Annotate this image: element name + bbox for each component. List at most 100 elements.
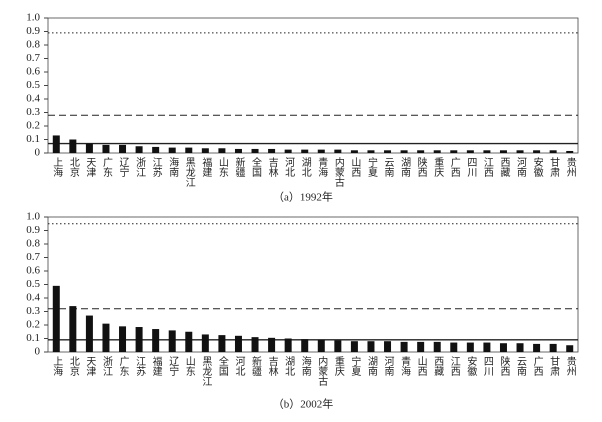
bar — [417, 341, 425, 352]
bar — [301, 339, 309, 352]
bar — [483, 342, 491, 352]
bar — [268, 148, 276, 153]
y-tick-label: 0.8 — [26, 39, 40, 51]
x-tick-label: 黑龙江 — [183, 157, 195, 187]
x-tick-label: 山东 — [183, 356, 195, 376]
bar — [52, 135, 60, 153]
bar — [185, 147, 193, 153]
chart-title: （b）2002年 — [273, 397, 334, 411]
bar — [533, 343, 541, 352]
y-tick-label: 0.6 — [26, 66, 40, 78]
x-tick-label: 河南 — [515, 157, 527, 177]
bar — [234, 148, 242, 153]
y-tick-label: 0.9 — [26, 224, 40, 236]
x-tick-label: 内蒙古 — [316, 355, 328, 387]
bar — [234, 335, 242, 352]
bar — [549, 343, 557, 352]
x-tick-label: 重庆 — [432, 156, 444, 178]
bar — [218, 148, 226, 153]
y-tick-label: 0.7 — [26, 52, 40, 64]
x-tick-label: 黑龙江 — [200, 356, 212, 386]
bar — [218, 335, 226, 352]
bar — [384, 150, 392, 153]
bar — [350, 341, 358, 352]
bar — [102, 144, 110, 153]
x-tick-label: 海南 — [167, 156, 179, 177]
bar — [201, 148, 209, 153]
x-tick-label: 新疆 — [250, 355, 262, 377]
bar — [367, 150, 375, 153]
bar — [466, 342, 474, 352]
bar — [69, 139, 77, 153]
x-tick-label: 上海 — [51, 157, 63, 178]
x-tick-label: 北京 — [67, 356, 79, 377]
bar — [433, 341, 441, 352]
x-tick-label: 贵州 — [564, 355, 576, 376]
x-tick-label: 山西 — [415, 356, 427, 376]
x-tick-label: 四川 — [465, 157, 477, 177]
bar — [566, 150, 574, 153]
bar — [251, 337, 259, 352]
bar — [119, 326, 127, 352]
bar — [450, 150, 458, 153]
y-tick-label: 0.5 — [26, 278, 40, 290]
x-tick-label: 四川 — [481, 356, 493, 376]
bar — [334, 340, 342, 352]
y-tick-label: 1.0 — [26, 12, 40, 24]
bar — [483, 150, 491, 153]
x-tick-label: 宁夏 — [349, 355, 361, 376]
x-tick-label: 江西 — [481, 157, 493, 177]
bar — [284, 338, 292, 352]
x-tick-label: 吉林 — [266, 157, 278, 178]
y-tick-label: 0.3 — [26, 106, 40, 118]
x-tick-label: 重庆 — [332, 355, 344, 377]
x-tick-label: 湖南 — [399, 157, 411, 177]
bar — [466, 150, 474, 153]
bar — [268, 337, 276, 352]
x-tick-label: 吉林 — [266, 356, 278, 377]
x-tick-label: 陕西 — [415, 156, 427, 177]
x-tick-label: 北京 — [67, 157, 79, 178]
y-tick-label: 0.9 — [26, 25, 40, 37]
x-tick-label: 西藏 — [432, 356, 444, 377]
bar — [152, 146, 160, 153]
x-tick-label: 辽宁 — [117, 157, 129, 177]
bar — [566, 345, 574, 352]
y-tick-label: 0.2 — [26, 120, 40, 132]
bar — [384, 341, 392, 352]
bar — [201, 334, 209, 352]
x-tick-label: 内蒙古 — [332, 156, 344, 188]
y-tick-label: 0 — [35, 147, 41, 159]
x-tick-label: 西藏 — [498, 157, 510, 178]
x-tick-label: 山东 — [216, 157, 228, 177]
bar — [85, 143, 93, 153]
x-tick-label: 河南 — [382, 356, 394, 376]
x-tick-label: 广东 — [100, 157, 112, 177]
bar — [69, 306, 77, 352]
y-tick-label: 0.5 — [26, 79, 40, 91]
bar — [135, 146, 143, 153]
x-tick-label: 辽宁 — [167, 356, 179, 376]
bar — [119, 144, 127, 153]
x-tick-label: 河北 — [233, 356, 245, 376]
bar — [400, 150, 408, 153]
y-tick-label: 0.3 — [26, 305, 40, 317]
bar — [135, 327, 143, 352]
bar — [168, 147, 176, 153]
x-tick-label: 江苏 — [150, 157, 162, 178]
chart-title: （a）1992年 — [273, 190, 333, 204]
bar — [85, 315, 93, 352]
bar — [367, 341, 375, 352]
bar — [168, 330, 176, 352]
bar — [516, 150, 524, 153]
x-tick-label: 安徽 — [465, 355, 477, 377]
y-tick-label: 0.1 — [26, 133, 40, 145]
x-tick-label: 海南 — [299, 355, 311, 376]
x-tick-label: 福建 — [150, 355, 162, 376]
x-tick-label: 福建 — [200, 156, 212, 177]
bar — [334, 149, 342, 153]
bar — [52, 285, 60, 352]
x-tick-label: 宁夏 — [365, 156, 377, 177]
x-tick-label: 湖北 — [283, 356, 295, 376]
